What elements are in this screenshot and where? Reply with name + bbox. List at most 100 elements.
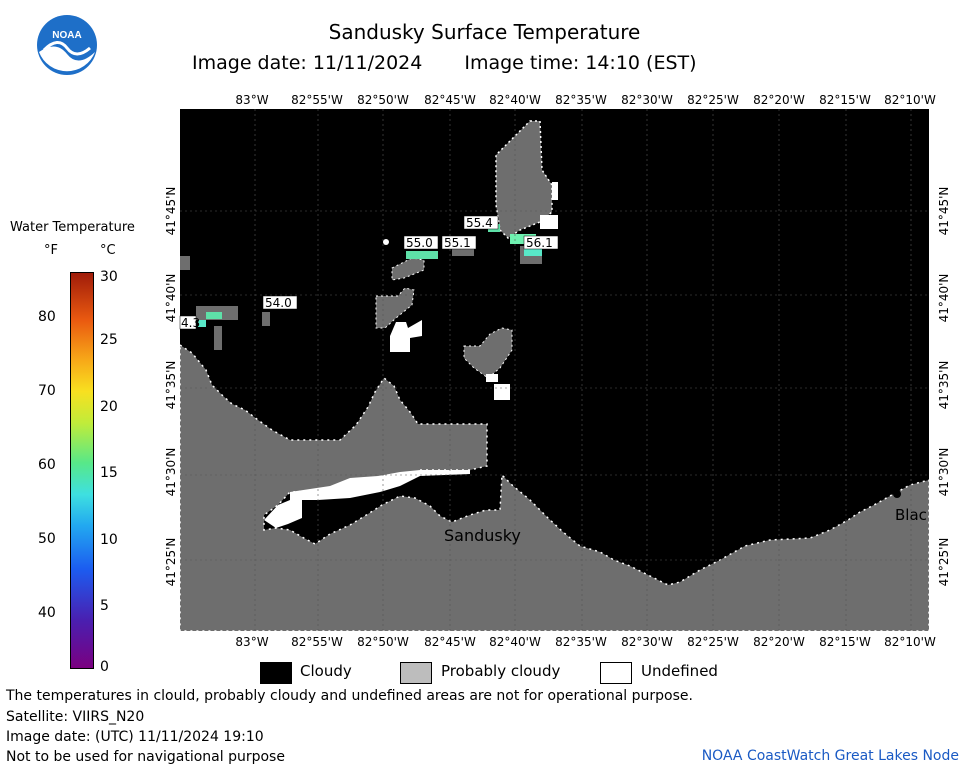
lon-label-top: 82°35'W	[555, 93, 607, 107]
undefined-island	[390, 320, 422, 352]
lat-label-left: 41°35'N	[164, 361, 178, 410]
map-title: Sandusky Surface Temperature	[328, 20, 641, 44]
lat-label-left: 41°40'N	[164, 274, 178, 323]
undefined-coast-strip	[290, 470, 470, 500]
image-date: Image date: 11/11/2024	[192, 52, 423, 74]
lon-label-top: 82°20'W	[753, 93, 805, 107]
lat-label-right: 41°25'N	[937, 538, 951, 587]
temp-label: 55.0	[403, 235, 439, 250]
temp-label: 4.3	[179, 315, 200, 330]
undefined-patch	[552, 182, 558, 200]
lon-label-top: 82°50'W	[357, 93, 409, 107]
undefined-patch	[494, 384, 510, 400]
noaa-logo-text: NOAA	[52, 30, 81, 41]
temp-value: 55.0	[406, 236, 433, 250]
undefined-bay-strip	[264, 500, 302, 528]
f-tick: 40	[38, 605, 56, 621]
f-tick: 80	[38, 309, 56, 325]
temp-value: 4.3	[181, 316, 200, 330]
lon-label-bottom: 83°W	[235, 635, 268, 649]
footer-utc-date: Image date: (UTC) 11/11/2024 19:10	[6, 729, 264, 745]
temp-value: 56.1	[526, 236, 553, 250]
lon-label-top: 83°W	[235, 93, 268, 107]
temp-label: 56.1	[523, 235, 559, 250]
legend-label-cloudy: Cloudy	[300, 662, 352, 680]
legend-label-undefined: Undefined	[641, 662, 718, 680]
graticule	[180, 109, 929, 631]
lat-label-right: 41°30'N	[937, 448, 951, 497]
c-tick: 10	[100, 532, 118, 548]
image-time: Image time: 14:10 (EST)	[464, 52, 697, 74]
f-tick: 70	[38, 383, 56, 399]
lon-label-top: 82°55'W	[291, 93, 343, 107]
island-west-1	[391, 257, 425, 281]
water-pixel	[406, 251, 438, 259]
water-pixel	[206, 312, 222, 319]
lon-label-top: 82°15'W	[819, 93, 871, 107]
lon-label-bottom: 82°50'W	[357, 635, 409, 649]
lat-label-left: 41°25'N	[164, 538, 178, 587]
lon-label-bottom: 82°55'W	[291, 635, 343, 649]
footer-nav-warning: Not to be used for navigational purpose	[6, 749, 285, 765]
lat-label-right: 41°45'N	[937, 187, 951, 236]
temp-label: 55.4	[463, 215, 499, 230]
lon-label-bottom: 82°35'W	[555, 635, 607, 649]
water-pixel	[198, 320, 206, 327]
noaa-logo-icon: NOAA	[37, 15, 97, 75]
lon-label-top: 82°40'W	[489, 93, 541, 107]
lat-label-right: 41°35'N	[937, 361, 951, 410]
legend-swatch-cloudy	[260, 662, 292, 684]
lat-label-left: 41°45'N	[164, 187, 178, 236]
lon-label-bottom: 82°30'W	[621, 635, 673, 649]
temp-value: 55.4	[466, 216, 493, 230]
lon-label-bottom: 82°40'W	[489, 635, 541, 649]
undefined-patch	[486, 374, 498, 382]
c-tick: 5	[100, 598, 109, 614]
lon-label-bottom: 82°20'W	[753, 635, 805, 649]
image-datetime: Image date: 11/11/2024 Image time: 14:10 …	[192, 52, 739, 74]
temp-value: 54.0	[265, 296, 292, 310]
lon-label-top: 82°25'W	[687, 93, 739, 107]
lon-label-top: 82°10'W	[884, 93, 936, 107]
water-pixel	[524, 246, 542, 256]
place-dot	[893, 490, 901, 498]
footer-node-link[interactable]: NOAA CoastWatch Great Lakes Node	[701, 748, 959, 764]
island-north	[495, 120, 553, 239]
temp-value: 55.1	[444, 236, 471, 250]
legend-swatch-undefined	[600, 662, 632, 684]
island-small	[262, 312, 270, 326]
c-tick: 15	[100, 465, 118, 481]
land-mainland	[179, 343, 930, 632]
temp-label: 54.0	[262, 295, 298, 310]
legend-swatch-probably-cloudy	[400, 662, 432, 684]
temp-label: 55.1	[441, 235, 477, 250]
colorbar-title: Water Temperature	[10, 220, 135, 235]
water-pixel	[510, 234, 536, 244]
island-west-2	[375, 287, 415, 329]
lon-label-top: 82°45'W	[424, 93, 476, 107]
c-tick: 0	[100, 659, 109, 675]
island-south	[463, 327, 513, 379]
lat-label-left: 41°30'N	[164, 448, 178, 497]
place-blac: Blac	[895, 506, 927, 524]
lon-label-bottom: 82°25'W	[687, 635, 739, 649]
lon-label-bottom: 82°45'W	[424, 635, 476, 649]
marker-dot	[383, 239, 389, 245]
lon-label-top: 82°30'W	[621, 93, 673, 107]
f-tick: 50	[38, 531, 56, 547]
colorbar-unit-f: °F	[44, 243, 58, 258]
lon-label-bottom: 82°15'W	[819, 635, 871, 649]
colorbar-gradient	[70, 272, 94, 669]
c-tick: 25	[100, 332, 118, 348]
c-tick: 20	[100, 399, 118, 415]
legend-label-probably-cloudy: Probably cloudy	[441, 662, 561, 680]
island-small	[452, 248, 474, 256]
footer-satellite: Satellite: VIIRS_N20	[6, 709, 145, 725]
lat-label-right: 41°40'N	[937, 274, 951, 323]
colorbar-unit-c: °C	[100, 243, 116, 258]
footer-note: The temperatures in clould, probably clo…	[6, 688, 693, 704]
place-sandusky: Sandusky	[444, 526, 521, 545]
lon-label-bottom: 82°10'W	[884, 635, 936, 649]
f-tick: 60	[38, 457, 56, 473]
